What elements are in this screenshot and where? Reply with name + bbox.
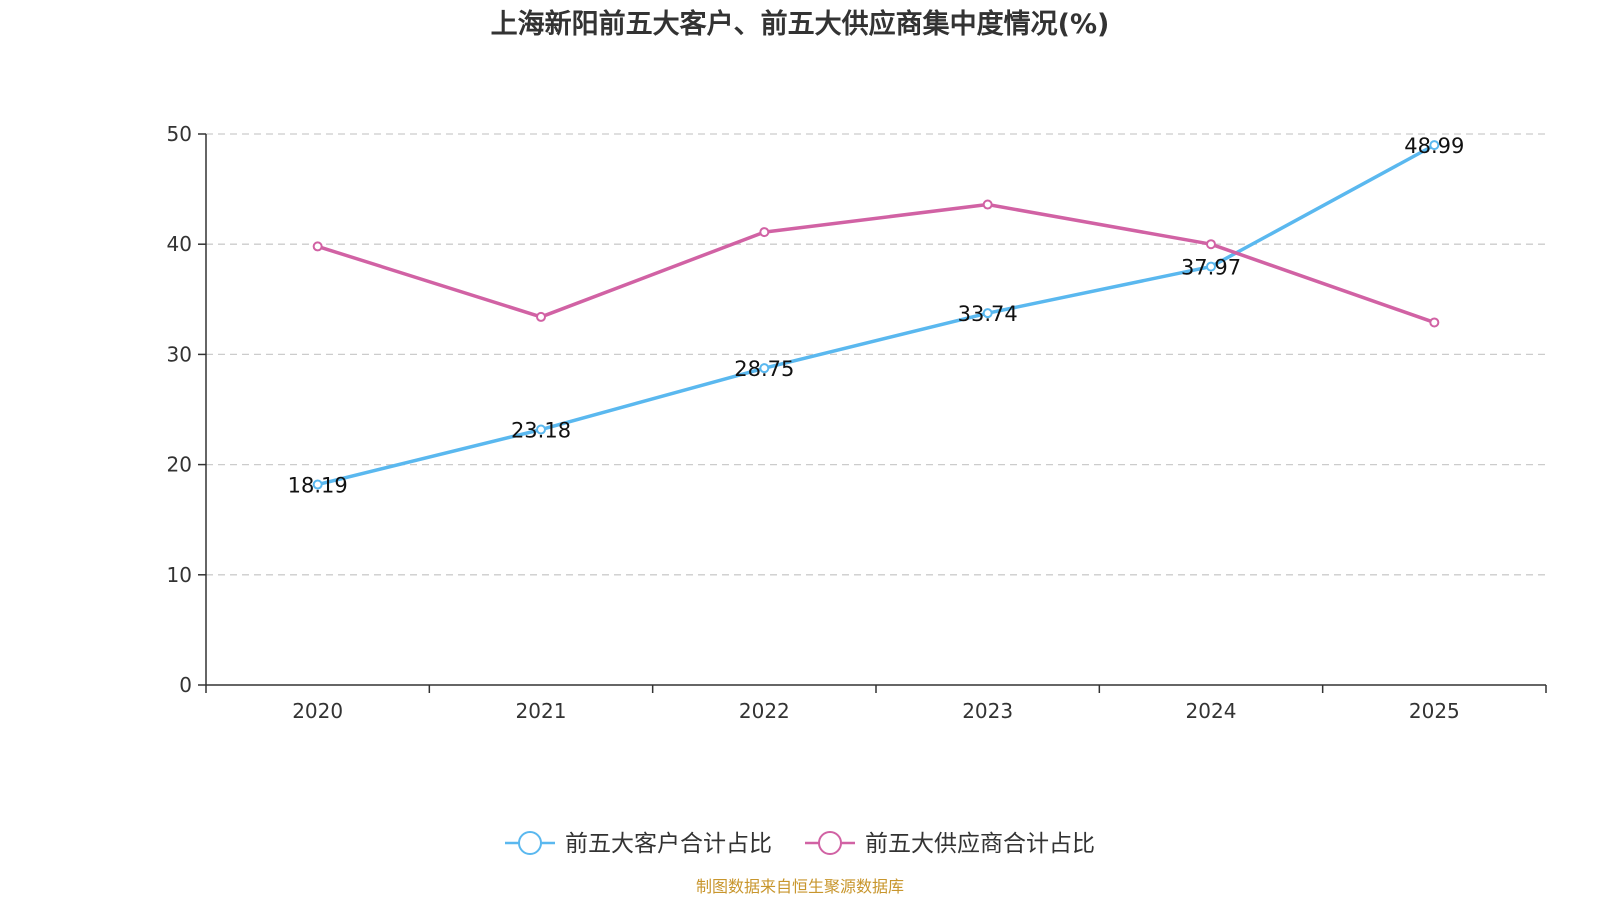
y-tick-label: 20 xyxy=(167,453,192,477)
series-1-point[interactable] xyxy=(982,308,993,319)
x-tick-label: 2025 xyxy=(1409,699,1460,723)
y-tick-label: 40 xyxy=(167,232,192,256)
series-2-point[interactable] xyxy=(982,199,993,210)
legend-item-1[interactable]: 前五大客户合计占比 xyxy=(505,831,772,857)
series-group xyxy=(312,140,1440,490)
series-1-point[interactable] xyxy=(536,424,546,435)
series-2-point[interactable] xyxy=(312,241,323,252)
legend-marker-icon xyxy=(818,831,842,855)
x-tick-label: 2023 xyxy=(962,699,1013,723)
series-2-point[interactable] xyxy=(759,227,770,238)
legend-label: 前五大客户合计占比 xyxy=(565,831,772,857)
series-line-1 xyxy=(317,143,1436,487)
series-2-point[interactable] xyxy=(1206,239,1216,250)
x-tick-label: 2021 xyxy=(516,699,567,723)
chart-title: 上海新阳前五大客户、前五大供应商集中度情况(%) xyxy=(491,8,1110,40)
gridlines xyxy=(206,133,1546,576)
data-labels: 18.19 23.18 28.75 33.74 37.97 48.99 xyxy=(288,134,1465,497)
data-label: 23.18 xyxy=(511,419,571,443)
legend-marker-icon xyxy=(518,831,542,855)
series-2-point[interactable] xyxy=(1429,317,1440,328)
y-tick-label: 10 xyxy=(167,563,192,587)
series-line-2 xyxy=(317,202,1435,325)
y-tick-label: 0 xyxy=(179,673,192,697)
x-tick-label: 2024 xyxy=(1186,699,1237,723)
x-tick-label: 2020 xyxy=(292,699,343,723)
data-label: 48.99 xyxy=(1404,134,1464,158)
legend[interactable]: 前五大客户合计占比 前五大供应商合计占比 xyxy=(505,831,1095,857)
data-label: 37.97 xyxy=(1181,256,1241,280)
series-1-point[interactable] xyxy=(759,363,770,374)
series-1-point[interactable] xyxy=(1429,140,1440,151)
source-note: 制图数据来自恒生聚源数据库 xyxy=(696,877,904,896)
series-2-point[interactable] xyxy=(536,311,546,322)
x-tick-label: 2022 xyxy=(739,699,790,723)
legend-label: 前五大供应商合计占比 xyxy=(865,831,1095,857)
legend-item-2[interactable]: 前五大供应商合计占比 xyxy=(805,831,1095,857)
data-label: 28.75 xyxy=(734,357,794,381)
axes: 0 10 20 30 40 50 2020 2021 2022 2023 2024 2025 xyxy=(167,122,1547,723)
series-1-point[interactable] xyxy=(1206,261,1216,272)
data-label: 18.19 xyxy=(288,474,348,498)
series-1-point[interactable] xyxy=(312,479,323,490)
data-label: 33.74 xyxy=(958,302,1018,326)
y-tick-label: 50 xyxy=(167,122,192,146)
y-tick-label: 30 xyxy=(167,342,192,366)
